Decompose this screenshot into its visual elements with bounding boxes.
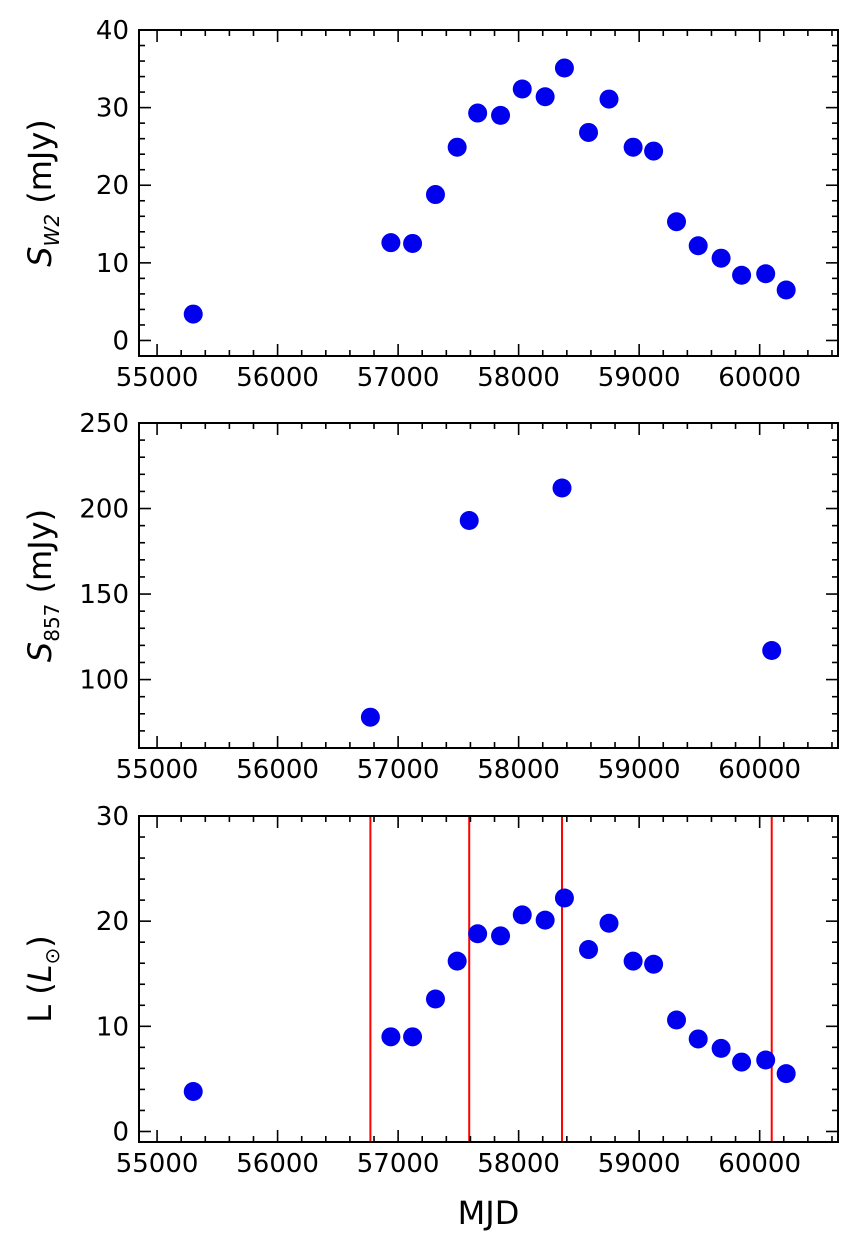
x-tick-label: 58000 (477, 1149, 560, 1179)
data-point (776, 280, 796, 300)
data-point (554, 58, 574, 78)
y-tick-label: 0 (112, 326, 129, 356)
data-point (688, 236, 708, 256)
data-point (688, 1029, 708, 1049)
x-tick-label: 56000 (236, 1149, 319, 1179)
y-tick-label: 10 (96, 1012, 129, 1042)
x-axis-label: MJD (458, 1194, 520, 1232)
data-point (711, 248, 731, 268)
y-tick-label: 30 (96, 94, 129, 124)
data-point (425, 185, 445, 205)
x-tick-label: 59000 (598, 363, 681, 393)
y-tick-label: 10 (96, 249, 129, 279)
plot-frame (138, 29, 839, 357)
data-point (599, 913, 619, 933)
data-point (403, 1027, 423, 1047)
data-point (459, 511, 479, 530)
x-tick-label: 56000 (236, 363, 319, 393)
data-point (667, 212, 687, 232)
data-point (762, 641, 782, 660)
data-point (183, 304, 203, 324)
data-point (732, 1052, 752, 1072)
data-point (491, 105, 511, 125)
data-point (491, 926, 511, 946)
x-tick-label: 55000 (116, 755, 199, 785)
y-tick-label: 20 (96, 171, 129, 201)
data-point (425, 989, 445, 1009)
x-tick-label: 60000 (718, 363, 801, 393)
data-point (468, 103, 488, 123)
y-axis-label: L (L⊙) (21, 935, 64, 1023)
y-tick-label: 0 (112, 1117, 129, 1147)
x-tick-label: 55000 (116, 1149, 199, 1179)
data-point (623, 137, 643, 157)
panel-2: 55000 56000 57000 58000 59000 60000 100 150 200 2… (21, 409, 839, 785)
x-tick-label: 58000 (477, 755, 560, 785)
data-point (644, 954, 664, 974)
data-point (756, 264, 776, 284)
data-point (667, 1010, 687, 1030)
panel-3: 55000 56000 57000 58000 59000 60000 0 10 20 30 L (… (21, 802, 839, 1232)
data-point (579, 940, 599, 960)
data-point (447, 137, 467, 157)
data-point (732, 265, 752, 285)
data-point (623, 951, 643, 971)
data-point (512, 905, 532, 925)
data-point (535, 910, 555, 930)
y-axis-label: S857 (mJy) (21, 509, 64, 662)
y-tick-label: 200 (79, 495, 129, 525)
data-point (554, 888, 574, 908)
x-tick-label: 60000 (718, 755, 801, 785)
data-point (512, 79, 532, 99)
x-tick-label: 57000 (357, 363, 440, 393)
data-point (711, 1038, 731, 1058)
data-point (599, 89, 619, 109)
data-point (447, 951, 467, 971)
data-point (403, 233, 423, 253)
x-tick-label: 59000 (598, 1149, 681, 1179)
plot-frame (138, 815, 839, 1143)
y-tick-label: 100 (79, 666, 129, 696)
y-axis-label: SW2 (mJy) (21, 119, 64, 267)
data-point (776, 1064, 796, 1084)
x-tick-label: 58000 (477, 363, 560, 393)
y-tick-label: 40 (96, 16, 129, 46)
data-point (756, 1050, 776, 1070)
x-tick-label: 60000 (718, 1149, 801, 1179)
data-point (644, 141, 664, 161)
data-point (579, 122, 599, 142)
data-point (360, 707, 380, 727)
y-tick-label: 20 (96, 907, 129, 937)
data-point (183, 1082, 203, 1102)
data-point (535, 87, 555, 107)
data-point (381, 1027, 401, 1047)
x-tick-label: 57000 (357, 755, 440, 785)
x-tick-label: 55000 (116, 363, 199, 393)
data-point (468, 924, 488, 944)
y-tick-label: 250 (79, 409, 129, 439)
data-point (381, 233, 401, 253)
plot-frame (138, 422, 839, 749)
x-tick-label: 59000 (598, 755, 681, 785)
y-tick-label: 150 (79, 580, 129, 610)
x-tick-label: 56000 (236, 755, 319, 785)
x-tick-label: 57000 (357, 1149, 440, 1179)
data-point (552, 478, 572, 498)
y-tick-label: 30 (96, 802, 129, 832)
panel-1: 55000 56000 57000 58000 59000 60000 0 10 20 30 40 S… (21, 16, 839, 393)
